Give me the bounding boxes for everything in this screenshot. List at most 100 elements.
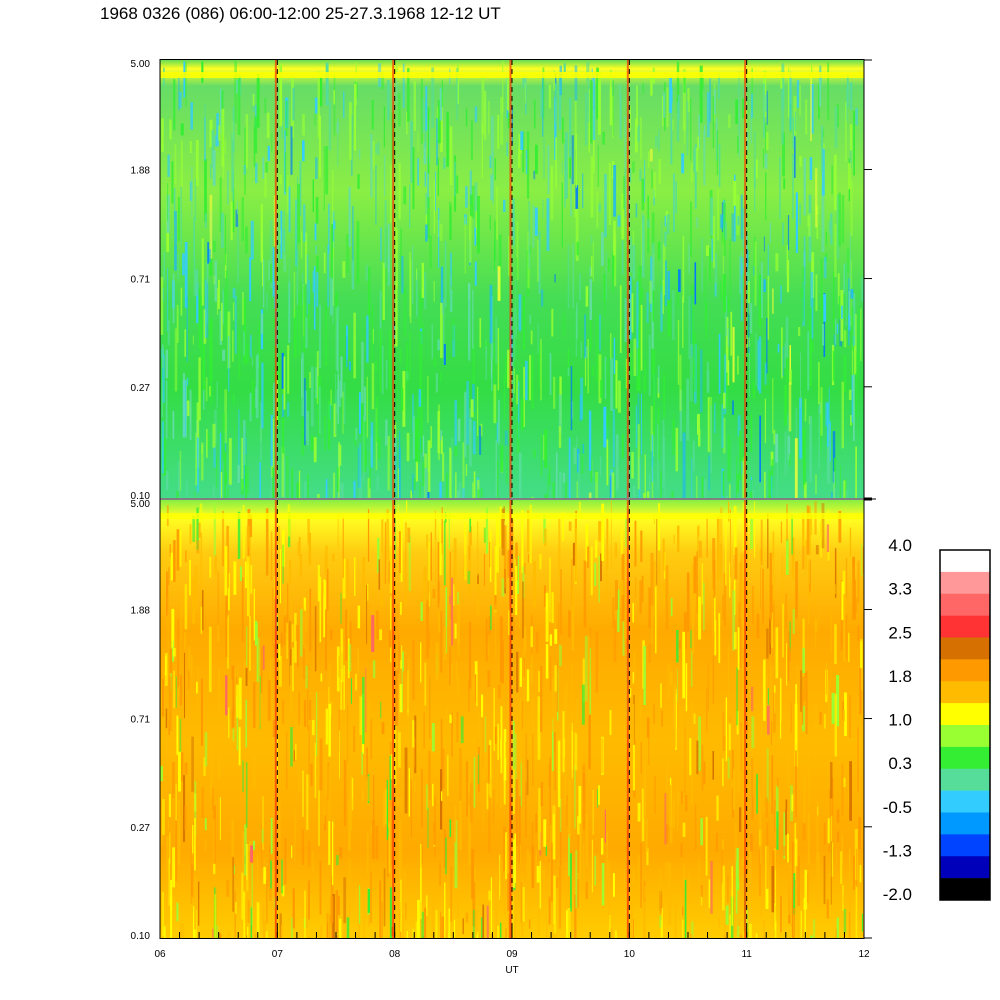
texture-streak bbox=[832, 431, 836, 483]
texture-streak bbox=[515, 779, 519, 846]
texture-streak bbox=[754, 166, 756, 212]
texture-streak bbox=[559, 569, 562, 635]
texture-streak bbox=[178, 751, 181, 792]
texture-streak bbox=[413, 478, 416, 490]
texture-streak bbox=[814, 703, 818, 757]
texture-streak bbox=[653, 189, 655, 206]
texture-streak bbox=[552, 752, 556, 815]
texture-streak bbox=[641, 788, 645, 842]
texture-streak bbox=[515, 542, 518, 581]
texture-streak bbox=[199, 287, 201, 348]
texture-streak bbox=[232, 107, 235, 153]
texture-streak bbox=[440, 911, 442, 938]
texture-streak bbox=[729, 509, 731, 578]
texture-streak bbox=[245, 668, 248, 686]
texture-streak bbox=[651, 334, 654, 378]
texture-streak bbox=[242, 760, 244, 793]
texture-streak bbox=[250, 220, 254, 260]
texture-streak bbox=[202, 345, 204, 379]
texture-streak bbox=[612, 161, 615, 180]
texture-streak bbox=[247, 926, 249, 938]
texture-streak bbox=[542, 868, 545, 884]
texture-streak bbox=[423, 712, 425, 749]
texture-streak bbox=[544, 494, 547, 498]
texture-streak bbox=[448, 930, 451, 938]
texture-streak bbox=[469, 751, 471, 796]
texture-streak bbox=[173, 79, 176, 131]
texture-streak bbox=[246, 343, 249, 364]
texture-streak bbox=[310, 763, 313, 787]
texture-streak bbox=[335, 307, 338, 371]
texture-streak bbox=[441, 80, 443, 107]
texture-streak bbox=[171, 640, 174, 662]
colorbar-swatch bbox=[940, 746, 990, 770]
texture-streak bbox=[624, 168, 627, 217]
texture-streak bbox=[733, 181, 737, 206]
texture-streak bbox=[764, 398, 766, 444]
texture-streak bbox=[660, 274, 662, 293]
texture-streak bbox=[475, 909, 478, 935]
texture-streak bbox=[350, 678, 352, 704]
texture-streak bbox=[283, 211, 286, 254]
texture-streak bbox=[545, 644, 549, 679]
texture-streak bbox=[196, 681, 199, 694]
texture-streak bbox=[609, 86, 613, 126]
texture-streak bbox=[523, 658, 525, 678]
texture-streak bbox=[620, 580, 624, 595]
texture-streak bbox=[398, 531, 401, 573]
texture-streak bbox=[418, 389, 422, 407]
texture-streak bbox=[534, 207, 538, 236]
texture-streak bbox=[401, 914, 405, 938]
texture-streak bbox=[734, 547, 738, 580]
texture-streak bbox=[412, 147, 415, 210]
texture-streak bbox=[425, 192, 428, 215]
texture-streak bbox=[485, 618, 488, 662]
texture-streak bbox=[227, 614, 229, 669]
texture-streak bbox=[598, 354, 602, 404]
texture-streak bbox=[786, 260, 790, 293]
texture-streak bbox=[525, 360, 528, 401]
texture-streak bbox=[651, 434, 654, 482]
texture-streak bbox=[403, 869, 406, 886]
texture-streak bbox=[535, 632, 539, 654]
texture-streak bbox=[445, 837, 447, 875]
texture-streak bbox=[499, 860, 503, 882]
texture-streak bbox=[753, 266, 755, 276]
texture-streak bbox=[641, 287, 643, 301]
texture-streak bbox=[489, 215, 491, 231]
texture-streak bbox=[225, 270, 228, 338]
texture-streak bbox=[454, 805, 457, 843]
texture-streak bbox=[465, 108, 468, 127]
texture-streak bbox=[819, 712, 822, 725]
texture-streak bbox=[751, 758, 754, 820]
texture-streak bbox=[720, 507, 723, 561]
texture-streak bbox=[598, 203, 601, 212]
texture-streak bbox=[361, 377, 363, 437]
texture-streak bbox=[420, 78, 423, 144]
texture-streak bbox=[765, 94, 767, 112]
texture-streak bbox=[473, 471, 476, 498]
texture-streak bbox=[406, 931, 408, 938]
texture-streak bbox=[492, 152, 494, 205]
texture-streak bbox=[485, 345, 488, 380]
texture-streak bbox=[231, 819, 234, 856]
texture-streak bbox=[753, 387, 755, 399]
texture-streak bbox=[682, 69, 686, 131]
texture-streak bbox=[309, 588, 312, 652]
texture-streak bbox=[696, 740, 699, 775]
texture-streak bbox=[323, 252, 326, 274]
texture-streak bbox=[415, 455, 418, 482]
colorbar-label: -2.0 bbox=[883, 885, 912, 904]
texture-streak bbox=[396, 73, 398, 105]
texture-streak bbox=[615, 360, 618, 409]
texture-streak bbox=[285, 151, 287, 192]
colorbar-label: -1.3 bbox=[883, 841, 912, 860]
texture-streak bbox=[205, 377, 208, 402]
texture-streak bbox=[574, 732, 578, 771]
texture-streak bbox=[304, 378, 306, 446]
texture-streak bbox=[568, 834, 570, 877]
texture-streak bbox=[224, 432, 226, 462]
texture-streak bbox=[761, 699, 764, 742]
texture-streak bbox=[751, 93, 753, 119]
texture-streak bbox=[557, 740, 561, 808]
